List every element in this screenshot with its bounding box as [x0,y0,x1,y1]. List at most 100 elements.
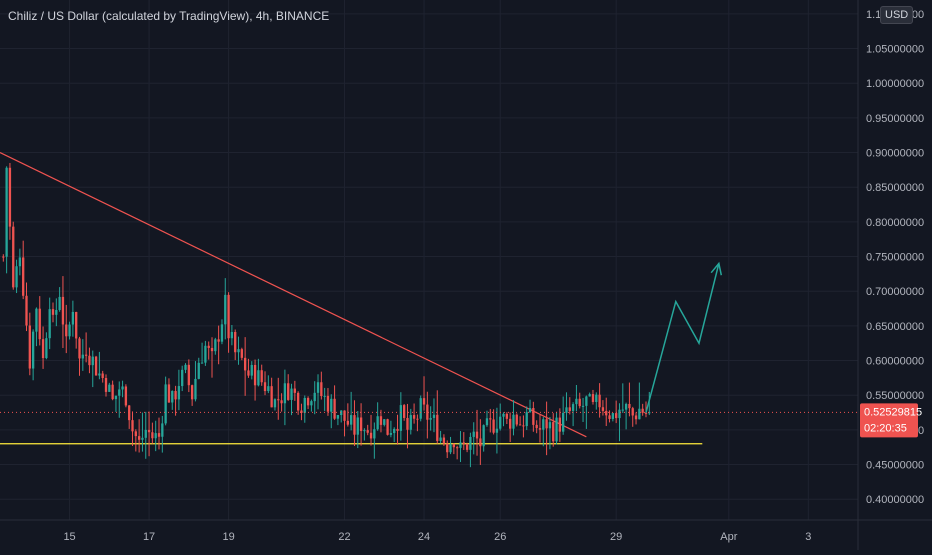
price-tick-label: 0.75000000 [866,252,924,264]
price-tick-label: 0.60000000 [866,356,924,368]
candle-body [164,384,167,424]
candle-body [114,395,118,400]
candle-body [94,356,98,376]
current-price-label: 0.52529815 [864,406,922,418]
candle-body [624,403,628,410]
candle-body [177,386,181,400]
price-tick-label: 0.40000000 [866,494,924,506]
candle-body [598,394,601,408]
candle-body [588,394,591,397]
candle-body [31,331,35,369]
candle-body [565,407,568,413]
candle-body [22,257,25,296]
currency-button[interactable]: USD [880,6,914,24]
candle-body [522,425,525,427]
candle-body [422,398,426,405]
candle-body [217,339,220,342]
candle-body [207,345,210,348]
candle-body [45,338,48,359]
candle-body [366,430,369,433]
candle-body [230,331,234,339]
candle-body [538,428,542,430]
candle-body [330,398,333,412]
candle-body [88,355,91,366]
candle-body [154,433,157,439]
price-tick-label: 1.00000000 [866,78,924,90]
candle-body [280,400,283,404]
candle-body [234,331,237,353]
candle-body [2,256,5,258]
candle-body [91,356,94,366]
candle-body [210,347,214,352]
candles [2,162,651,468]
time-tick-label: 19 [222,531,234,543]
candle-body [184,364,187,370]
candle-body [409,415,412,430]
countdown-label: 02:20:35 [864,422,907,434]
price-tick-label: 0.55000000 [866,390,924,402]
candle-body [399,405,403,431]
candle-body [515,414,518,425]
candle-body [336,415,340,419]
candle-body [446,443,449,453]
candle-body [585,396,588,406]
current-price-badge [860,403,918,438]
candle-body [542,419,545,430]
candle-body [197,362,200,379]
candle-body [48,309,51,339]
candle-body [419,398,422,419]
price-tick-label: 0.80000000 [866,217,924,229]
candle-body [469,436,472,450]
candle-body [465,443,469,450]
candle-body [340,410,343,416]
candle-body [167,384,171,403]
candle-body [293,388,296,393]
candle-body [571,404,575,411]
candle-body [634,415,638,420]
candle-body [605,410,608,416]
candle-body [200,362,204,364]
projection-arrowhead [710,261,723,276]
price-tick-label: 1.05000000 [866,44,924,56]
time-tick-label: 22 [338,531,350,543]
candle-body [287,383,290,400]
candle-body [379,416,383,425]
candle-body [283,383,287,404]
candle-body [475,431,479,439]
candle-body [108,384,111,392]
candle-body [320,382,323,397]
candle-body [111,384,114,400]
candle-body [485,418,489,426]
candle-body [581,405,585,407]
candle-body [137,436,141,440]
price-tick-label: 0.85000000 [866,182,924,194]
candle-body [190,385,194,400]
candle-body [532,408,535,425]
candle-body [270,386,273,408]
candle-body [134,431,137,437]
overlays [0,261,858,413]
grid [0,0,858,520]
candle-body [38,308,41,340]
candle-body [452,444,456,448]
price-tick-label: 0.65000000 [866,321,924,333]
candle-body [98,373,101,376]
candle-body [131,420,134,432]
candle-body [174,390,177,400]
candle-body [25,295,28,326]
candle-body [147,429,151,433]
candle-body [71,311,75,325]
candle-body [257,370,260,386]
candle-body [442,437,446,444]
candle-body [472,431,475,437]
candle-body [648,412,651,414]
candle-body [263,382,267,392]
candle-body [78,338,81,359]
candle-body [449,444,452,453]
candle-body [290,388,293,400]
candle-body [621,409,624,411]
candle-body [406,417,409,430]
candle-body [644,412,648,414]
